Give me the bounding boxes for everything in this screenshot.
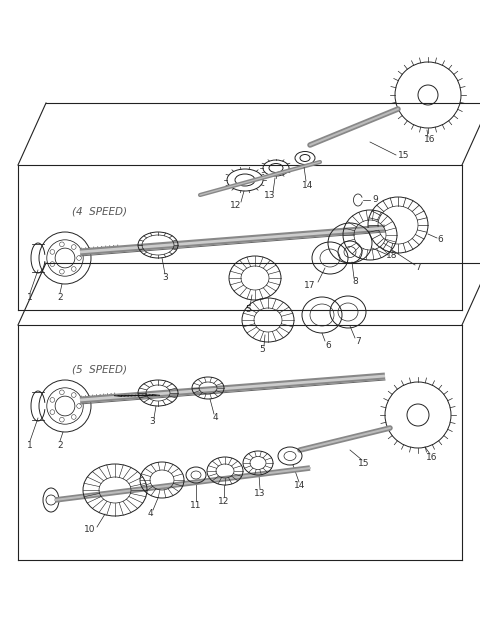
Text: 11: 11 [190, 500, 202, 510]
Text: 10: 10 [84, 525, 96, 535]
Text: 5: 5 [259, 346, 265, 354]
Text: 1: 1 [27, 293, 33, 303]
Text: 12: 12 [230, 202, 242, 210]
Text: 14: 14 [294, 482, 306, 490]
Text: 1: 1 [27, 442, 33, 451]
Text: 14: 14 [302, 180, 314, 190]
Text: 12: 12 [218, 497, 230, 505]
Text: (4  SPEED): (4 SPEED) [72, 207, 127, 217]
Text: 8: 8 [352, 278, 358, 286]
Text: 16: 16 [424, 135, 436, 145]
Text: 2: 2 [57, 442, 63, 451]
Text: 7: 7 [415, 263, 421, 273]
Text: 7: 7 [355, 338, 361, 346]
Text: 17: 17 [304, 281, 316, 290]
Text: 3: 3 [149, 417, 155, 426]
Text: 9: 9 [372, 195, 378, 205]
Text: 6: 6 [437, 235, 443, 245]
Text: 6: 6 [325, 341, 331, 349]
Text: 4: 4 [147, 509, 153, 517]
Text: 2: 2 [57, 293, 63, 303]
Text: 15: 15 [358, 459, 370, 469]
Text: 3: 3 [162, 273, 168, 283]
Text: 13: 13 [254, 489, 266, 497]
Text: (5  SPEED): (5 SPEED) [72, 365, 127, 375]
Text: 16: 16 [426, 454, 438, 462]
Text: 15: 15 [398, 150, 409, 160]
Text: 13: 13 [264, 192, 276, 200]
Text: 18: 18 [386, 250, 398, 260]
Text: 4: 4 [212, 414, 218, 422]
Text: 5: 5 [245, 306, 251, 314]
